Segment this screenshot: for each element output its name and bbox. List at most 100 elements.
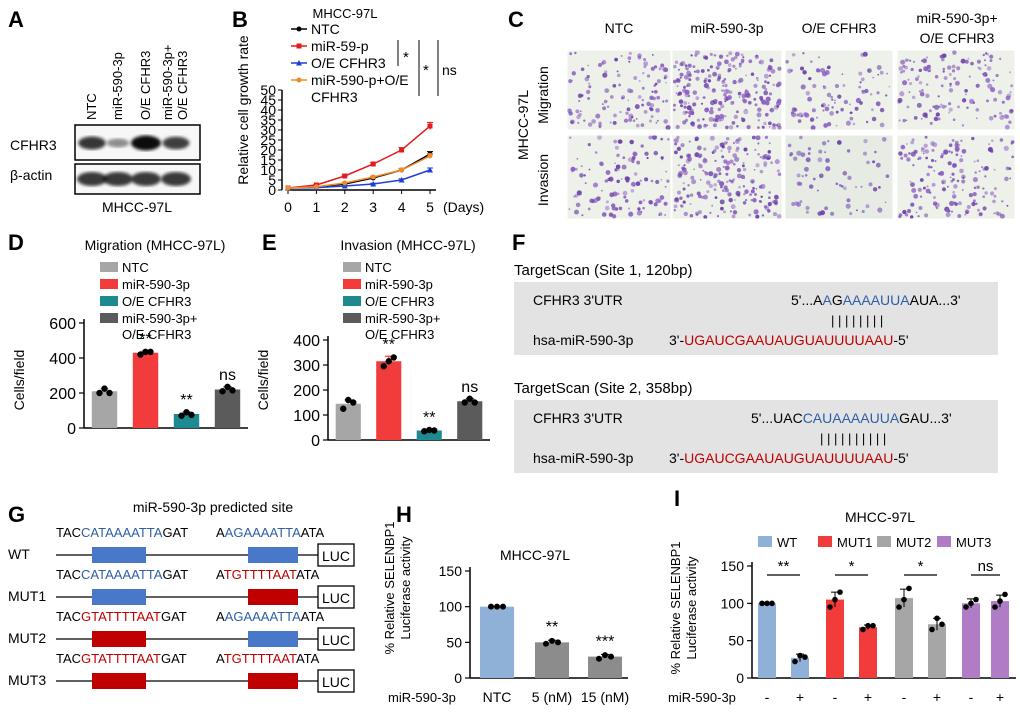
cell-dot [909,82,913,86]
construct-site1-0 [92,547,146,563]
cell-dot [744,89,748,92]
band-actin-1 [103,172,133,186]
cell-dot [909,180,912,183]
y-tick-label: 100 [293,408,320,425]
cell-dot [802,70,807,75]
cell-dot [821,102,827,108]
cell-dot [724,100,727,103]
micrograph-border [896,134,1016,220]
cell-dot [675,92,678,95]
cell-dot [982,195,986,199]
y-tick-label: 50 [728,633,744,649]
cell-dot [826,122,832,127]
cell-dot [648,135,653,140]
cell-dot [925,156,928,160]
mir-seq-part: -5' [893,332,908,348]
sig-label-3: ns [978,558,994,575]
cell-dot [951,69,956,73]
cell-dot [725,137,730,141]
cell-dot [995,73,999,78]
x-tick-label-2: 15 (nM) [581,689,629,705]
cell-dot [609,95,614,99]
cell-dot [968,75,971,78]
cell-dot [772,212,778,217]
construct-seq2-3: ATGTTTTAATATA [216,651,320,666]
site-box-0 [514,282,998,355]
micrograph-cell-line: MHCC-97L [515,90,531,160]
panel-label-a: A [8,7,24,32]
y-tick-label: 200 [49,386,76,403]
site-utr-name-1: CFHR3 3'UTR [533,410,623,426]
cell-dot [684,120,687,123]
cell-dot [677,164,680,167]
cell-dot [710,100,715,106]
cell-dot [594,151,598,154]
micrograph-0-0 [567,50,671,130]
cell-dot [714,196,718,199]
cell-dot [738,64,742,68]
cell-dot [932,195,937,200]
data-point-0 [488,603,494,610]
micrograph-border [566,134,672,220]
cell-dot [680,104,683,108]
legend-swatch-1 [100,279,118,289]
cell-dot [666,179,670,183]
lane-label-0: NTC [84,93,99,120]
cell-dot [738,62,742,66]
cell-dot [922,152,925,155]
panel-i: I MHCC-97L % Relative SELENBP1 Luciferas… [668,486,1016,705]
cell-dot [687,153,691,158]
legend-label-3-b: O/E CFHR3 [365,327,434,342]
cell-dot [777,66,782,71]
cell-dot [673,209,676,212]
site-title-0: TargetScan (Site 1, 120bp) [514,262,692,279]
data-point-4 [906,585,912,592]
cell-dot [614,168,618,172]
cell-dot [716,67,719,70]
band-label-cfhr3: CFHR3 [10,137,57,153]
cell-dot [849,103,851,106]
legend-label-2: O/E CFHR3 [365,294,434,309]
cell-dot [653,150,659,156]
cell-dot [628,51,632,56]
cell-dot [658,67,662,71]
blot-bands [77,135,191,186]
x-tick-label-1: + [796,689,804,705]
cell-dot [824,151,826,153]
cell-dot [641,103,645,107]
cell-dot [601,189,603,192]
y-tick-label: 200 [293,383,320,400]
cell-dot [677,190,681,195]
cell-dot [695,213,699,216]
cell-dot [903,153,908,158]
cell-dot [750,189,755,194]
cell-dot [834,99,836,102]
cell-dot [753,97,757,101]
y-tick-label: 15 [260,152,276,168]
cell-dot [834,102,836,104]
chart-h: 0 50 100 150 NTC ** 5 (nM) *** 15 (nM) [439,563,629,705]
series-point-3 [399,167,405,173]
cell-dot [598,124,602,128]
cell-dot [613,139,618,144]
cell-dot [574,167,578,171]
bar-3 [214,389,241,428]
seq-part: ATA [296,567,320,582]
cell-dot [650,66,655,71]
series-point-1 [370,161,376,167]
data-point-0 [106,389,113,397]
cell-dot [653,84,656,87]
construct-site2-2 [248,631,298,647]
cell-dot [827,104,830,107]
cell-dot [695,69,700,74]
data-point-0 [759,600,765,607]
cell-dot [1001,114,1004,117]
construct-site2-3 [248,673,298,689]
cell-dot [741,93,747,99]
cell-dot [879,122,885,128]
cell-dot [927,165,931,169]
cell-dot [799,135,803,140]
cell-dot [673,204,678,209]
cell-dot [699,178,702,181]
